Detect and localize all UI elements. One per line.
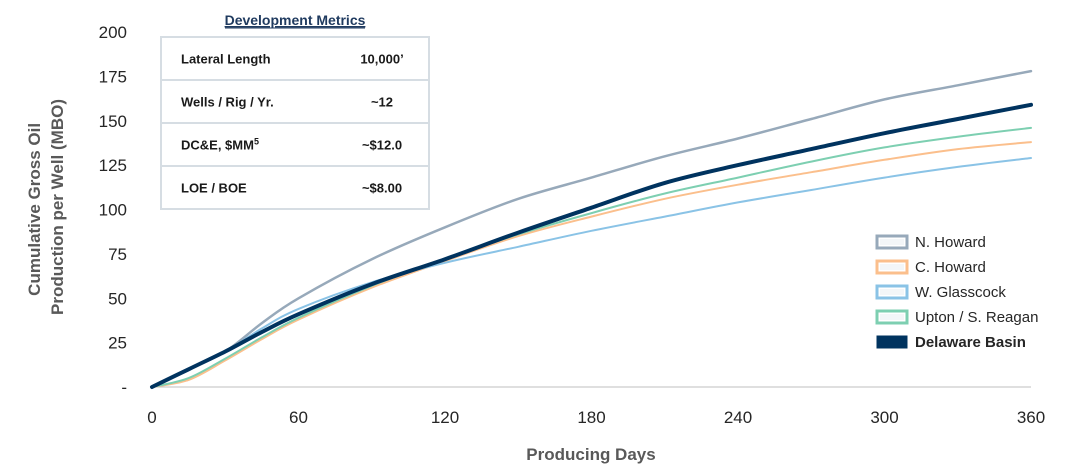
y-tick-label: 125 (99, 156, 127, 175)
legend-label-delaware-basin: Delaware Basin (915, 334, 1026, 351)
y-tick-label: 200 (99, 23, 127, 42)
metric-value: ~12 (371, 95, 393, 110)
y-tick-label: 50 (108, 289, 127, 308)
y-axis-title: Cumulative Gross Oil Production per Well… (25, 99, 67, 315)
legend-swatch-fill-upton-s-reagan (880, 314, 904, 320)
legend-label-c-howard: C. Howard (915, 259, 986, 276)
y-tick-label: 150 (99, 112, 127, 131)
y-tick-label: 100 (99, 201, 127, 220)
legend-swatch-fill-c-howard (880, 264, 904, 270)
y-tick-label: - (121, 378, 127, 397)
series-line-delaware-basin (150, 102, 1033, 389)
legend-swatch-fill-w-glasscock (880, 289, 904, 295)
legend-label-upton-s-reagan: Upton / S. Reagan (915, 309, 1038, 326)
x-tick-label: 0 (147, 408, 156, 427)
x-tick-label: 360 (1017, 408, 1045, 427)
x-tick-label: 120 (431, 408, 459, 427)
legend: N. Howard C. Howard W. Glasscock Upton / S.… (875, 234, 1038, 351)
series-line-n-howard (150, 69, 1033, 389)
metric-value: ~$12.0 (362, 138, 402, 153)
y-tick-label: 25 (108, 334, 127, 353)
legend-label-n-howard: N. Howard (915, 234, 986, 251)
metrics-rows: Lateral Length 10,000’ Wells / Rig / Yr. ~1… (161, 52, 429, 196)
x-tick-label: 300 (870, 408, 898, 427)
x-tick-labels: 0 60 120 180 240 300 360 (147, 408, 1045, 427)
metric-label: LOE / BOE (181, 181, 247, 196)
metric-value: 10,000’ (360, 52, 403, 67)
metric-label: Lateral Length (181, 52, 271, 67)
x-axis-title: Producing Days (526, 445, 655, 464)
metric-footnote-marker: 5 (254, 137, 259, 147)
x-tick-label: 240 (724, 408, 752, 427)
development-metrics-table: Development Metrics Lateral Length 10,000… (160, 12, 430, 210)
x-tick-label: 180 (577, 408, 605, 427)
y-tick-labels: - 25 50 75 100 125 150 175 200 (99, 23, 127, 397)
legend-swatch-delaware-basin (876, 335, 908, 349)
metric-label: DC&E, $MM5 (181, 137, 259, 153)
y-tick-label: 175 (99, 67, 127, 86)
y-tick-label: 75 (108, 245, 127, 264)
metric-label: Wells / Rig / Yr. (181, 95, 274, 110)
y-axis-title-line-2: Production per Well (MBO) (48, 99, 67, 315)
series-lines (150, 69, 1033, 389)
legend-label-w-glasscock: W. Glasscock (915, 284, 1006, 301)
x-tick-label: 60 (289, 408, 308, 427)
legend-swatch-fill-n-howard (880, 239, 904, 245)
y-axis-title-line-1: Cumulative Gross Oil (25, 123, 44, 296)
metric-value: ~$8.00 (362, 181, 402, 196)
metrics-title: Development Metrics (225, 12, 366, 28)
series-line-c-howard (151, 141, 1032, 388)
